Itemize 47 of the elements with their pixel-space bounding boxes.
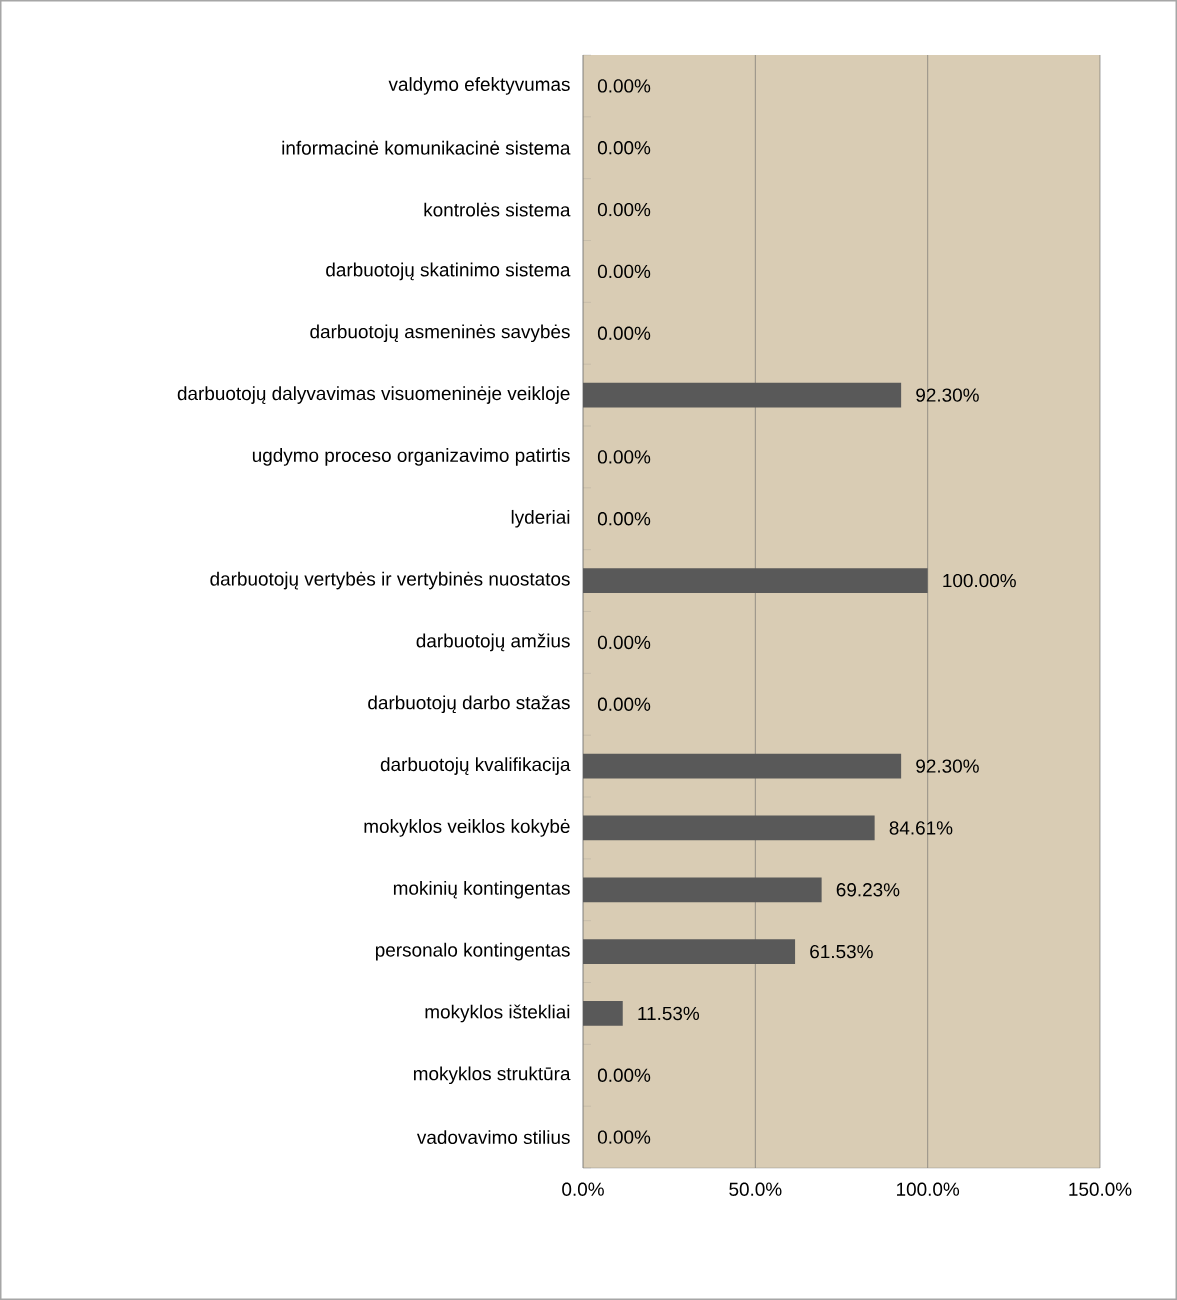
y-tick-label: valdymo efektyvumas	[388, 77, 570, 95]
bar	[583, 1001, 623, 1026]
data-label: 0.00%	[597, 635, 651, 650]
bar	[583, 382, 902, 408]
data-label: 0.00%	[597, 326, 651, 340]
data-label: 0.00%	[597, 450, 651, 464]
x-tick-label: 50.0%	[729, 1182, 782, 1196]
y-tick-label: darbuotojų kvalifikacija	[380, 757, 571, 775]
y-tick-label: lyderiai	[511, 509, 570, 528]
bar	[583, 877, 822, 903]
y-tick-label: personalo kontingentas	[375, 942, 570, 961]
data-label: 100.00%	[943, 573, 1016, 588]
y-tick-label: darbuotojų vertybės ir vertybinės nuostatos	[210, 571, 570, 590]
data-label: 0.00%	[597, 264, 651, 279]
y-tick-label: darbuotojų amžius	[416, 633, 570, 652]
bar	[583, 568, 928, 593]
bar	[583, 815, 875, 841]
bar	[583, 939, 796, 964]
y-tick-label: vadovavimo stilius	[416, 1130, 570, 1145]
data-label: 11.53%	[638, 1006, 700, 1021]
x-tick-label: 0.0%	[562, 1182, 604, 1196]
y-tick-label: mokinių kontingentas	[393, 880, 570, 899]
data-label: 0.00%	[597, 202, 651, 217]
data-label: 0.00%	[597, 512, 651, 526]
data-label: 0.00%	[597, 697, 651, 711]
y-tick-label: darbuotojų dalyvavimas visuomeninėje veikloje	[177, 386, 570, 404]
data-label: 92.30%	[916, 388, 979, 402]
data-label: 92.30%	[916, 759, 979, 773]
data-label: 0.00%	[597, 141, 651, 155]
y-tick-label: kontrolės sistema	[424, 202, 571, 217]
data-label: 69.23%	[836, 883, 900, 897]
bar	[583, 753, 902, 779]
y-tick-label: mokyklos ištekliai	[425, 1004, 570, 1023]
y-tick-label: informacinė komunikacinė sistema	[282, 140, 571, 155]
data-label: 84.61%	[889, 821, 953, 835]
data-label: 0.00%	[597, 79, 651, 93]
y-tick-label: darbuotojų skatinimo sistema	[326, 262, 571, 281]
data-label: 61.53%	[810, 944, 873, 959]
y-tick-label: darbuotojų darbo stažas	[368, 695, 570, 714]
y-tick-label: mokyklos veiklos kokybė	[364, 819, 570, 837]
data-label: 0.00%	[597, 1130, 651, 1144]
data-label: 0.00%	[597, 1068, 651, 1082]
y-tick-label: ugdymo proceso organizavimo patirtis	[252, 448, 570, 466]
x-tick-label: 150.0%	[1069, 1182, 1132, 1196]
y-tick-label: darbuotojų asmeninės savybės	[310, 324, 570, 343]
x-tick-label: 100.0%	[897, 1182, 960, 1196]
y-tick-label: mokyklos struktūra	[413, 1066, 571, 1085]
